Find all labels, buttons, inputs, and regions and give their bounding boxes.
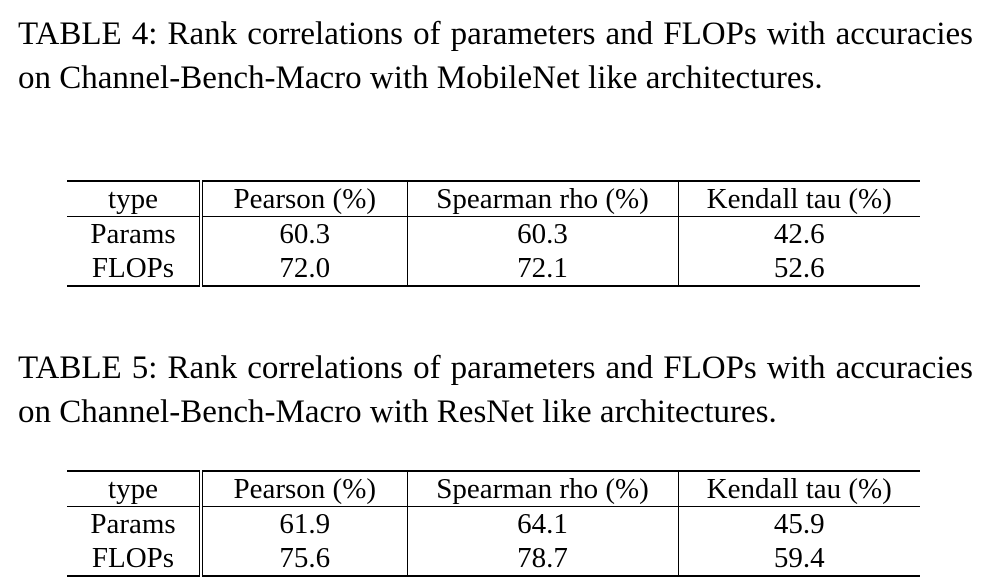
column-header-pearson: Pearson (%) xyxy=(201,181,408,217)
cell-pearson: 60.3 xyxy=(201,216,408,251)
table-4-caption: TABLE 4: Rank correlations of parameters… xyxy=(18,16,973,96)
column-header-kendall: Kendall tau (%) xyxy=(706,473,892,505)
cell-pearson: 72.0 xyxy=(201,251,408,286)
table-header-row: type Pearson (%) Spearman rho (%) Kendal… xyxy=(67,471,920,507)
cell-spearman: 72.1 xyxy=(407,251,679,286)
cell-spearman: 78.7 xyxy=(407,541,679,576)
cell-kendall: 52.6 xyxy=(773,252,825,284)
table-row: FLOPs 75.6 78.7 59.4 xyxy=(67,541,920,576)
column-header-spearman: Spearman rho (%) xyxy=(407,471,679,507)
cell-kendall: 42.6 xyxy=(773,218,825,250)
column-header-kendall: Kendall tau (%) xyxy=(706,183,892,215)
table-row: Params 61.9 64.1 45.9 xyxy=(67,506,920,541)
cell-spearman: 64.1 xyxy=(407,506,679,541)
cell-kendall: 59.4 xyxy=(773,542,825,574)
table-5-caption: TABLE 5: Rank correlations of parameters… xyxy=(18,350,973,430)
row-label-params: Params xyxy=(67,506,203,541)
table-header-row: type Pearson (%) Spearman rho (%) Kendal… xyxy=(67,181,920,217)
row-label-flops: FLOPs xyxy=(67,541,203,576)
cell-pearson: 61.9 xyxy=(201,506,408,541)
cell-pearson: 75.6 xyxy=(201,541,408,576)
table-5: type Pearson (%) Spearman rho (%) Kendal… xyxy=(67,470,920,577)
row-label-flops: FLOPs xyxy=(67,251,203,286)
row-label-params: Params xyxy=(67,216,203,251)
column-header-pearson: Pearson (%) xyxy=(201,471,408,507)
column-header-type: type xyxy=(67,471,203,507)
table-row: Params 60.3 60.3 42.6 xyxy=(67,216,920,251)
table-4: type Pearson (%) Spearman rho (%) Kendal… xyxy=(67,180,920,287)
cell-spearman: 60.3 xyxy=(407,216,679,251)
table-row: FLOPs 72.0 72.1 52.6 xyxy=(67,251,920,286)
column-header-type: type xyxy=(67,181,203,217)
column-header-spearman: Spearman rho (%) xyxy=(407,181,679,217)
cell-kendall: 45.9 xyxy=(773,508,825,540)
